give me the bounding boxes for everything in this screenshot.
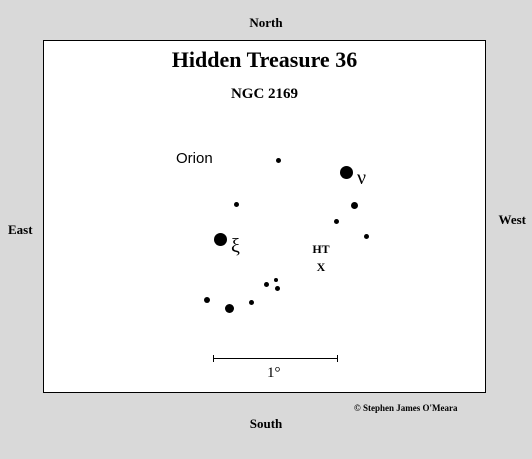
star-nu — [340, 166, 353, 179]
chart-title: Hidden Treasure 36 — [171, 47, 358, 72]
star-nu-label: ν — [357, 167, 367, 189]
north-label: North — [249, 15, 283, 30]
star-cluster-1 — [264, 282, 269, 287]
star-cluster-2 — [274, 278, 278, 282]
star-upper-left — [234, 202, 239, 207]
west-label: West — [498, 212, 526, 227]
star-bottom-small — [249, 300, 254, 305]
star-xi — [214, 233, 227, 246]
target-label-ht: HT — [312, 242, 330, 256]
star-chart-panel: Hidden Treasure 36 NGC 2169 Orion ν ξ HT… — [43, 40, 486, 393]
constellation-label: Orion — [176, 150, 213, 167]
star-top-center — [276, 158, 281, 163]
scale-bar — [213, 358, 338, 359]
scale-bar-left-tick — [213, 355, 214, 362]
star-small-right — [334, 219, 339, 224]
scale-bar-label: 1° — [267, 365, 281, 381]
star-lower-left — [204, 297, 210, 303]
target-label-x: X — [316, 260, 326, 274]
star-right — [364, 234, 369, 239]
scale-bar-right-tick — [337, 355, 338, 362]
east-label: East — [8, 222, 33, 237]
chart-subtitle: NGC 2169 — [230, 86, 299, 102]
target-label: HT X — [306, 240, 336, 276]
star-xi-label: ξ — [231, 235, 240, 257]
star-cluster-3 — [275, 286, 280, 291]
star-bottom — [225, 304, 234, 313]
copyright-text: © Stephen James O'Meara — [354, 403, 458, 413]
south-label: South — [249, 416, 283, 431]
star-below-nu — [351, 202, 358, 209]
